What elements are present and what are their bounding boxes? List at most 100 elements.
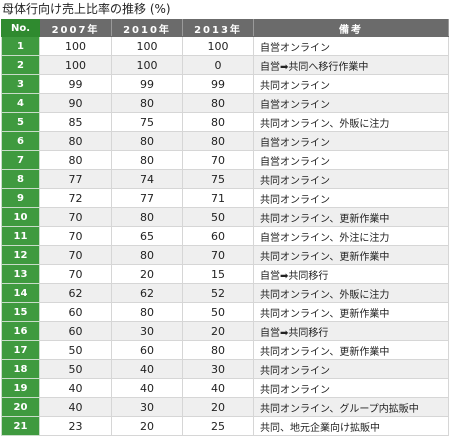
table-row: 11 70 65 60 自営オンライン、外注に注力 bbox=[1, 226, 449, 246]
note-text: 共同オンライン bbox=[253, 188, 449, 208]
table-row: 13 70 20 15 自営➡共同移行 bbox=[1, 264, 449, 284]
row-number: 7 bbox=[1, 150, 40, 170]
table-body: 1 100 100 100 自営オンライン 2 100 100 0 自営➡共同へ移行作業中 3 99 9… bbox=[1, 36, 449, 436]
value-2013: 60 bbox=[182, 226, 254, 246]
value-2010: 40 bbox=[111, 359, 183, 379]
value-2013: 80 bbox=[182, 131, 254, 151]
row-number: 8 bbox=[1, 169, 40, 189]
value-2007: 70 bbox=[39, 226, 112, 246]
note-text: 自営➡共同へ移行作業中 bbox=[253, 55, 449, 75]
row-number: 16 bbox=[1, 321, 40, 341]
note-text: 自営オンライン bbox=[253, 150, 449, 170]
note-text: 共同オンライン、更新作業中 bbox=[253, 340, 449, 360]
value-2010: 30 bbox=[111, 321, 183, 341]
row-number: 19 bbox=[1, 378, 40, 398]
value-2010: 100 bbox=[111, 55, 183, 75]
note-text: 共同オンライン、更新作業中 bbox=[253, 245, 449, 265]
value-2010: 80 bbox=[111, 93, 183, 113]
row-number: 5 bbox=[1, 112, 40, 132]
value-2010: 62 bbox=[111, 283, 183, 303]
value-2013: 40 bbox=[182, 378, 254, 398]
note-text: 自営➡共同移行 bbox=[253, 264, 449, 284]
value-2007: 50 bbox=[39, 340, 112, 360]
value-2007: 85 bbox=[39, 112, 112, 132]
table-row: 8 77 74 75 共同オンライン bbox=[1, 169, 449, 189]
value-2007: 72 bbox=[39, 188, 112, 208]
row-number: 20 bbox=[1, 397, 40, 417]
value-2010: 80 bbox=[111, 131, 183, 151]
table-row: 7 80 80 70 自営オンライン bbox=[1, 150, 449, 170]
table-row: 5 85 75 80 共同オンライン、外販に注力 bbox=[1, 112, 449, 132]
row-number: 9 bbox=[1, 188, 40, 208]
value-2010: 80 bbox=[111, 302, 183, 322]
value-2010: 60 bbox=[111, 340, 183, 360]
value-2010: 99 bbox=[111, 74, 183, 94]
row-number: 1 bbox=[1, 36, 40, 56]
value-2010: 65 bbox=[111, 226, 183, 246]
note-text: 共同オンライン bbox=[253, 169, 449, 189]
header-2013: 2013年 bbox=[182, 19, 254, 37]
value-2007: 100 bbox=[39, 55, 112, 75]
value-2007: 50 bbox=[39, 359, 112, 379]
row-number: 10 bbox=[1, 207, 40, 227]
value-2010: 74 bbox=[111, 169, 183, 189]
table-row: 20 40 30 20 共同オンライン、グループ内拡販中 bbox=[1, 397, 449, 417]
table-row: 15 60 80 50 共同オンライン、更新作業中 bbox=[1, 302, 449, 322]
value-2010: 77 bbox=[111, 188, 183, 208]
note-text: 共同、地元企業向け拡販中 bbox=[253, 416, 449, 436]
table-row: 18 50 40 30 共同オンライン bbox=[1, 359, 449, 379]
value-2010: 30 bbox=[111, 397, 183, 417]
value-2007: 70 bbox=[39, 207, 112, 227]
row-number: 6 bbox=[1, 131, 40, 151]
value-2010: 40 bbox=[111, 378, 183, 398]
note-text: 自営オンライン bbox=[253, 36, 449, 56]
value-2013: 20 bbox=[182, 397, 254, 417]
value-2013: 15 bbox=[182, 264, 254, 284]
value-2013: 50 bbox=[182, 207, 254, 227]
row-number: 3 bbox=[1, 74, 40, 94]
table-row: 21 23 20 25 共同、地元企業向け拡販中 bbox=[1, 416, 449, 436]
note-text: 共同オンライン、外販に注力 bbox=[253, 283, 449, 303]
value-2010: 80 bbox=[111, 207, 183, 227]
value-2007: 90 bbox=[39, 93, 112, 113]
header-2010: 2010年 bbox=[111, 19, 183, 37]
value-2007: 80 bbox=[39, 131, 112, 151]
row-number: 11 bbox=[1, 226, 40, 246]
row-number: 13 bbox=[1, 264, 40, 284]
value-2007: 99 bbox=[39, 74, 112, 94]
value-2013: 52 bbox=[182, 283, 254, 303]
value-2013: 20 bbox=[182, 321, 254, 341]
value-2010: 75 bbox=[111, 112, 183, 132]
table-row: 14 62 62 52 共同オンライン、外販に注力 bbox=[1, 283, 449, 303]
value-2007: 23 bbox=[39, 416, 112, 436]
value-2013: 75 bbox=[182, 169, 254, 189]
value-2013: 30 bbox=[182, 359, 254, 379]
note-text: 自営オンライン、外注に注力 bbox=[253, 226, 449, 246]
table-row: 19 40 40 40 共同オンライン bbox=[1, 378, 449, 398]
value-2007: 77 bbox=[39, 169, 112, 189]
table-row: 3 99 99 99 共同オンライン bbox=[1, 74, 449, 94]
row-number: 15 bbox=[1, 302, 40, 322]
table-row: 16 60 30 20 自営➡共同移行 bbox=[1, 321, 449, 341]
header-row: No. 2007年 2010年 2013年 備考 bbox=[1, 19, 449, 37]
row-number: 21 bbox=[1, 416, 40, 436]
table-row: 9 72 77 71 共同オンライン bbox=[1, 188, 449, 208]
note-text: 自営オンライン bbox=[253, 131, 449, 151]
row-number: 4 bbox=[1, 93, 40, 113]
sales-ratio-table: No. 2007年 2010年 2013年 備考 1 100 100 100 自営オンラ… bbox=[1, 19, 449, 436]
table-row: 4 90 80 80 自営オンライン bbox=[1, 93, 449, 113]
value-2007: 70 bbox=[39, 264, 112, 284]
value-2013: 0 bbox=[182, 55, 254, 75]
value-2013: 71 bbox=[182, 188, 254, 208]
row-number: 2 bbox=[1, 55, 40, 75]
page-title: 母体行向け売上比率の推移 (%) bbox=[2, 2, 171, 16]
note-text: 共同オンライン、更新作業中 bbox=[253, 207, 449, 227]
note-text: 共同オンライン、更新作業中 bbox=[253, 302, 449, 322]
note-text: 共同オンライン、グループ内拡販中 bbox=[253, 397, 449, 417]
value-2013: 70 bbox=[182, 150, 254, 170]
value-2007: 40 bbox=[39, 397, 112, 417]
value-2010: 20 bbox=[111, 416, 183, 436]
row-number: 14 bbox=[1, 283, 40, 303]
row-number: 12 bbox=[1, 245, 40, 265]
value-2013: 80 bbox=[182, 93, 254, 113]
